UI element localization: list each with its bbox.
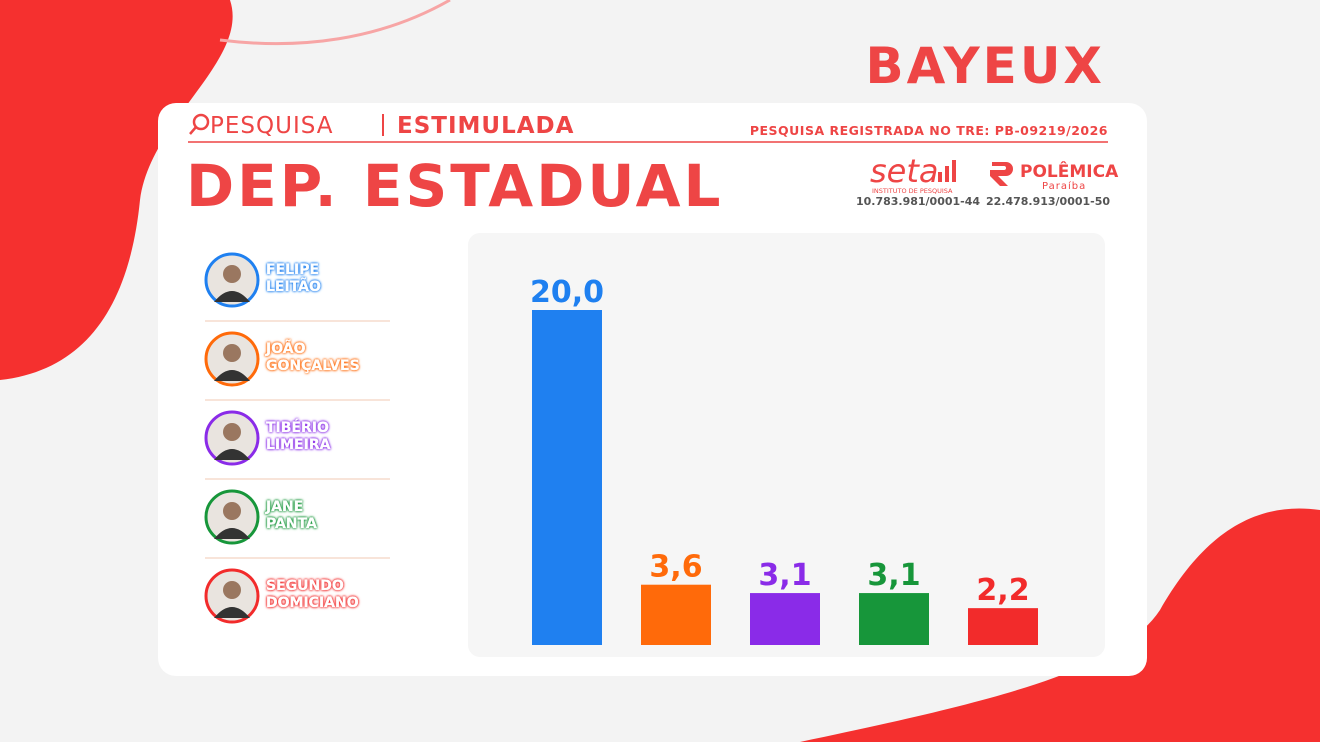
bar xyxy=(641,584,711,645)
office-title: DEP. ESTADUAL xyxy=(186,152,724,220)
survey-type: ESTIMULADA xyxy=(397,113,574,139)
value-label: 2,2 xyxy=(976,573,1029,608)
registration: PESQUISA REGISTRADA NO TRE: PB-09219/202… xyxy=(750,123,1108,138)
background-shape xyxy=(800,508,1320,742)
avatar-body xyxy=(214,449,250,460)
background-shape xyxy=(0,0,233,380)
avatar-head xyxy=(223,265,241,283)
survey-label: PESQUISA xyxy=(210,113,333,139)
institute-subtitle: INSTITUTO DE PESQUISA xyxy=(872,187,953,195)
background-curve xyxy=(219,0,451,46)
publisher-logo xyxy=(990,162,1013,186)
avatar-body xyxy=(214,528,250,539)
institute-cnpj: 10.783.981/0001-44 xyxy=(856,195,980,208)
avatar-body xyxy=(214,607,250,618)
avatar-head xyxy=(223,423,241,441)
value-label: 20,0 xyxy=(530,275,604,310)
avatar-body xyxy=(214,370,250,381)
candidate-name: SEGUNDO DOMICIANO xyxy=(266,578,359,611)
candidate-name: FELIPE LEITÃO xyxy=(266,262,321,295)
publisher-subtitle: Paraíba xyxy=(1042,180,1086,192)
candidate-name: JANE PANTA xyxy=(266,499,317,532)
publisher-cnpj: 22.478.913/0001-50 xyxy=(986,195,1110,208)
avatar-head xyxy=(223,344,241,362)
chart-panel xyxy=(468,233,1105,657)
avatar-body xyxy=(214,291,250,302)
publisher-name: POLÊMICA xyxy=(1020,160,1119,182)
candidate-name: JOÃO GONÇALVES xyxy=(266,341,360,374)
institute-name: seta xyxy=(870,152,939,190)
city-title: BAYEUX xyxy=(865,37,1105,95)
bar xyxy=(750,593,820,645)
bar xyxy=(859,593,929,645)
value-label: 3,1 xyxy=(758,558,811,593)
search-icon xyxy=(192,113,210,131)
search-icon xyxy=(189,126,197,135)
bar xyxy=(532,310,602,645)
institute-icon xyxy=(938,160,956,182)
avatar-head xyxy=(223,502,241,520)
value-label: 3,1 xyxy=(867,558,920,593)
avatar-head xyxy=(223,581,241,599)
bar xyxy=(968,608,1038,645)
candidate-name: TIBÉRIO LIMEIRA xyxy=(266,420,331,453)
value-label: 3,6 xyxy=(649,550,702,585)
